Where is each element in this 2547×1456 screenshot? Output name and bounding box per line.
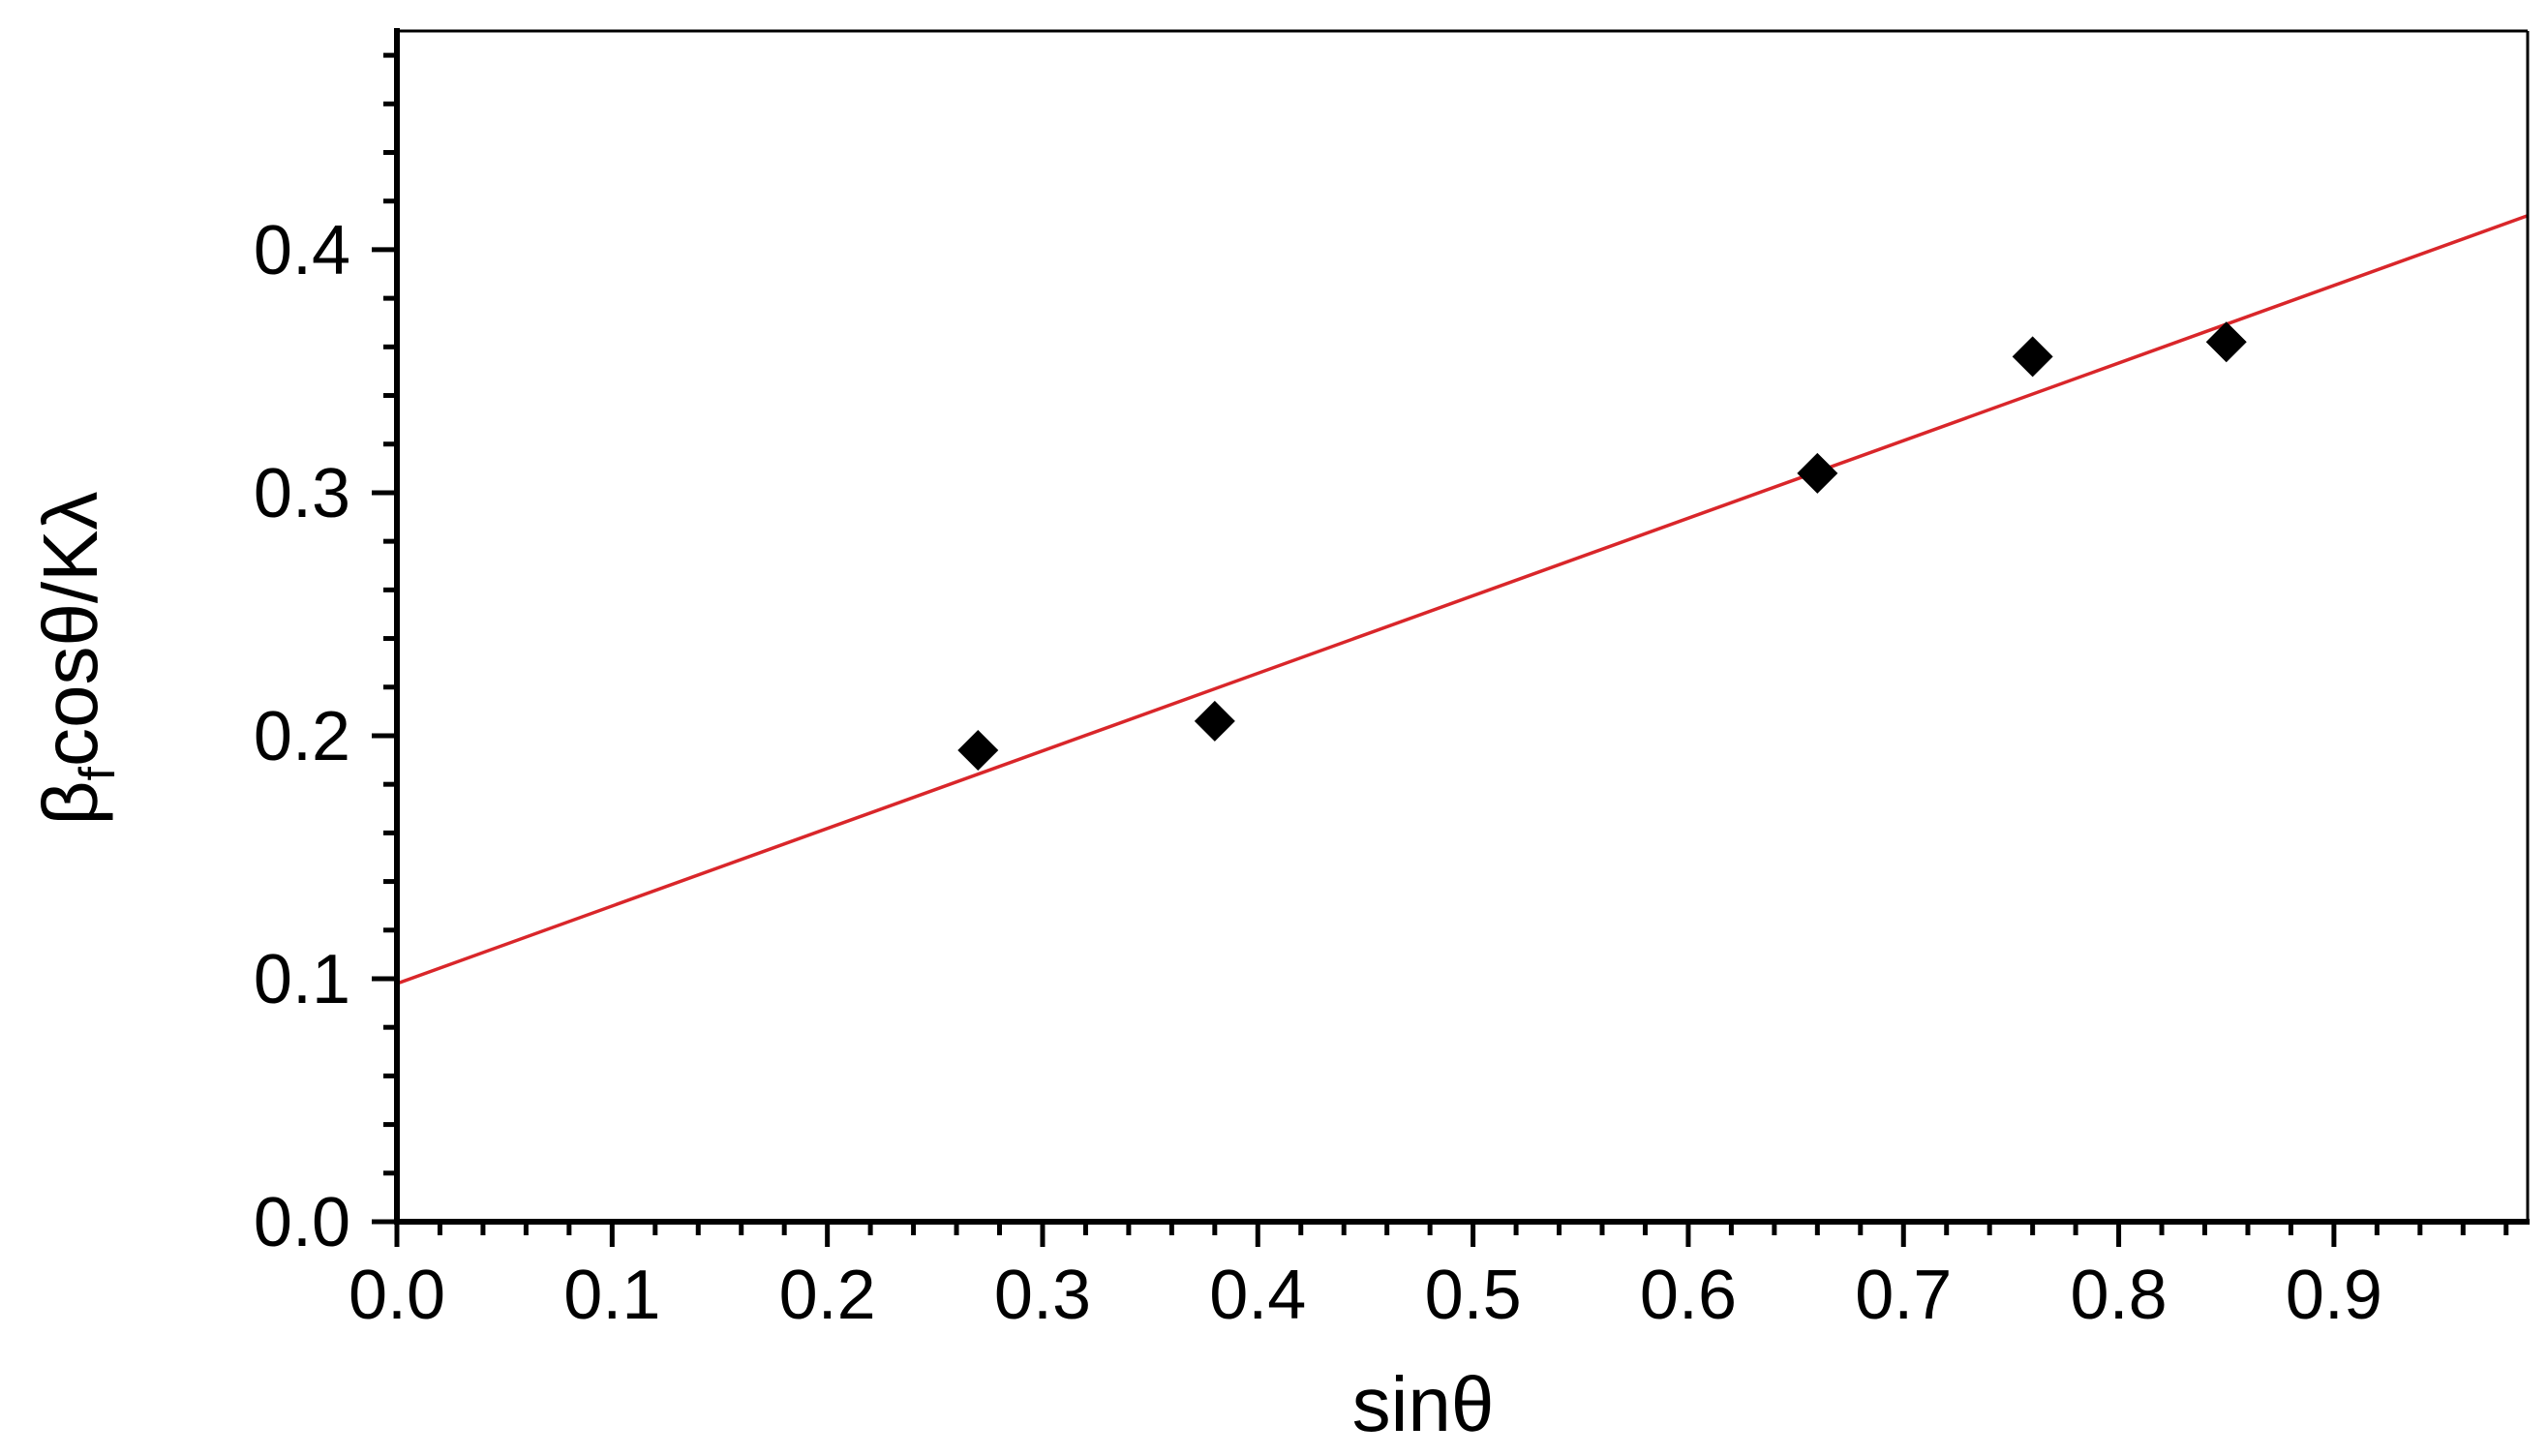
y-tick-label: 0.1 [254,941,350,1018]
y-axis-title-rest: cosθ/Kλ [27,491,113,767]
data-point [1797,452,1838,494]
data-point [2012,336,2053,378]
y-axis-title: βfcosθ/Kλ [27,491,126,825]
data-point [2205,321,2247,363]
y-tick-label: 0.4 [254,212,350,289]
x-axis-title: sinθ [1352,1361,1495,1447]
ticks-layer [372,52,2509,1247]
points-layer [957,321,2247,772]
x-tick-label: 0.7 [1855,1257,1952,1334]
y-tick-label: 0.3 [254,455,350,532]
y-axis-title-subscript: f [70,767,126,781]
y-axis-title-beta: β [27,781,113,826]
x-tick-label: 0.9 [2286,1257,2382,1334]
x-tick-label: 0.1 [563,1257,660,1334]
x-tick-label: 0.5 [1425,1257,1522,1334]
x-tick-label: 0.6 [1640,1257,1737,1334]
tick-labels-layer: 0.0 0.1 0.2 0.3 0.4 0.5 0.6 0.7 0.8 0.9 0.0 0.1 0.2 0… [254,212,2382,1334]
data-point [957,730,999,772]
y-tick-label: 0.0 [254,1184,350,1261]
fit-layer [396,214,2529,986]
plot-frame [394,28,2530,1225]
x-tick-label: 0.3 [994,1257,1091,1334]
x-tick-label: 0.2 [779,1257,876,1334]
y-tick-label: 0.2 [254,698,350,775]
x-tick-label: 0.0 [349,1257,445,1334]
fit-line [396,214,2529,986]
x-tick-label: 0.4 [1209,1257,1306,1334]
x-tick-label: 0.8 [2071,1257,2168,1334]
data-point [1194,700,1235,742]
